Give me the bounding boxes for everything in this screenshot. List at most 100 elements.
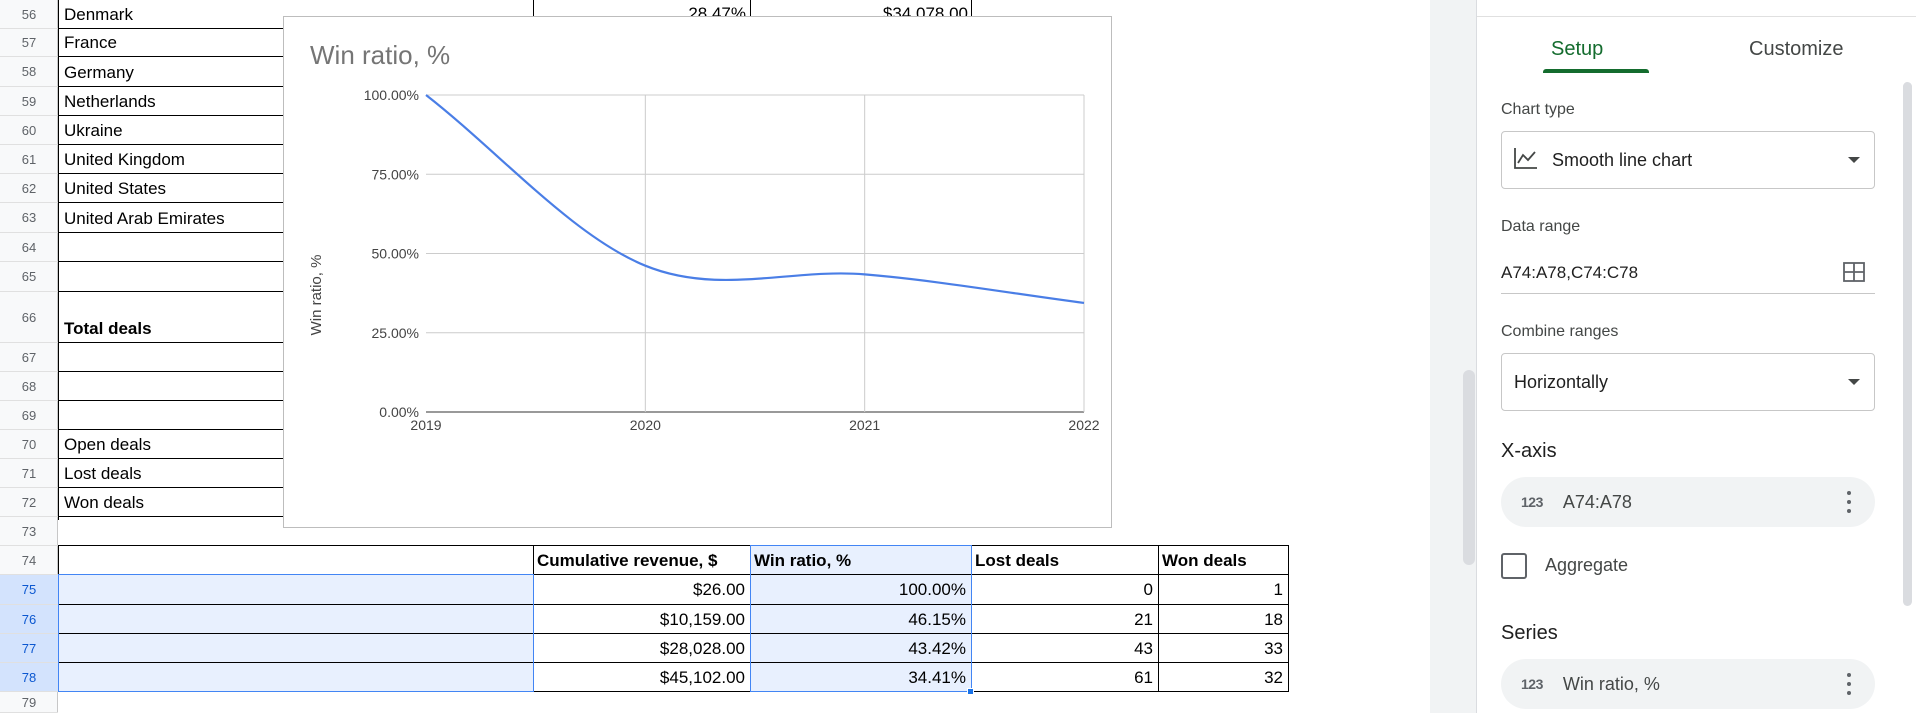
- cell-border: [58, 232, 288, 233]
- column-header-cell[interactable]: Lost deals: [975, 551, 1060, 570]
- x-axis-range: A74:A78: [1562, 491, 1632, 512]
- cell-label[interactable]: United States: [64, 179, 167, 198]
- table-cell[interactable]: $28,028.00: [659, 639, 745, 658]
- row-number[interactable]: 64: [0, 233, 58, 262]
- table-cell[interactable]: 46.15%: [908, 610, 966, 629]
- more-options-icon[interactable]: [1847, 491, 1851, 513]
- line-chart-icon: [1514, 147, 1538, 174]
- row-number[interactable]: 68: [0, 372, 58, 401]
- cell-border: [58, 173, 288, 174]
- row-number[interactable]: 70: [0, 430, 58, 459]
- panel-scrollbar[interactable]: [1903, 82, 1912, 606]
- more-options-icon[interactable]: [1847, 673, 1851, 695]
- cell-label[interactable]: Open deals: [64, 435, 151, 454]
- combine-ranges-dropdown[interactable]: Horizontally: [1501, 353, 1875, 411]
- row-number[interactable]: 59: [0, 87, 58, 116]
- sheet-scrollbar[interactable]: [1463, 370, 1475, 565]
- tab-setup[interactable]: Setup: [1551, 38, 1604, 60]
- row-number[interactable]: 72: [0, 488, 58, 517]
- tab-customize[interactable]: Customize: [1749, 38, 1844, 60]
- row-number[interactable]: 74: [0, 546, 58, 575]
- cell-label[interactable]: Won deals: [64, 493, 145, 512]
- number-type-icon: 123: [1521, 676, 1543, 692]
- chart-type-dropdown[interactable]: Smooth line chart: [1501, 131, 1875, 189]
- row-number[interactable]: 58: [0, 57, 58, 87]
- row-number[interactable]: 73: [0, 517, 58, 546]
- data-range-label: Data range: [1501, 218, 1581, 235]
- table-cell[interactable]: 33: [1264, 639, 1283, 658]
- cell-border: [58, 115, 288, 116]
- row-number[interactable]: 76: [0, 605, 58, 634]
- x-axis-chip[interactable]: 123 A74:A78: [1501, 477, 1875, 527]
- table-cell[interactable]: 100.00%: [898, 580, 966, 599]
- table-cell[interactable]: 0: [1143, 580, 1153, 599]
- cell-border: [58, 604, 1288, 605]
- row-number[interactable]: 75: [0, 575, 58, 605]
- row-number[interactable]: 77: [0, 634, 58, 663]
- selection-outline: [750, 545, 972, 692]
- table-cell[interactable]: 34.41%: [908, 668, 966, 687]
- row-number[interactable]: 63: [0, 203, 58, 233]
- panel-divider: [1477, 16, 1916, 17]
- row-number[interactable]: 60: [0, 116, 58, 145]
- row-number[interactable]: 67: [0, 343, 58, 372]
- aggregate-checkbox[interactable]: [1501, 553, 1527, 579]
- cell-border: [58, 28, 288, 29]
- chart-type-value: Smooth line chart: [1552, 149, 1693, 170]
- cell-border: [58, 400, 288, 401]
- data-range-field[interactable]: A74:A78,C74:C78: [1501, 252, 1875, 294]
- row-number[interactable]: 61: [0, 145, 58, 174]
- cell-border: [58, 516, 288, 517]
- column-header-cell[interactable]: Win ratio, %: [754, 551, 852, 570]
- column-header-cell[interactable]: Cumulative revenue, $: [537, 551, 718, 570]
- cell-label[interactable]: Ukraine: [64, 121, 123, 140]
- select-range-icon[interactable]: [1843, 262, 1865, 287]
- table-cell[interactable]: 1: [1273, 580, 1283, 599]
- chevron-down-icon: [1848, 157, 1860, 163]
- table-cell[interactable]: $45,102.00: [659, 668, 745, 687]
- table-cell[interactable]: 61: [1134, 668, 1153, 687]
- embedded-chart[interactable]: Win ratio, % Win ratio, % 0.00% 25.00% 50.…: [283, 16, 1112, 528]
- table-cell[interactable]: 21: [1134, 610, 1153, 629]
- spreadsheet-grid[interactable]: 56 57 58 59 60 61 62 63 64 65 66 67 68 69 70 71 72 73 74 75…: [0, 0, 1430, 713]
- row-number[interactable]: 71: [0, 459, 58, 488]
- series-chip[interactable]: 123 Win ratio, %: [1501, 659, 1875, 709]
- cell-label[interactable]: United Arab Emirates: [64, 209, 225, 228]
- table-cell[interactable]: $10,159.00: [659, 610, 745, 629]
- row-number[interactable]: 78: [0, 663, 58, 692]
- cell-border: [971, 0, 972, 17]
- cell-area[interactable]: Denmark France Germany Netherlands Ukraine Un…: [58, 0, 1430, 713]
- chart-editor-panel: Setup Customize Chart type Smooth line c…: [1476, 0, 1916, 713]
- chart-title: Win ratio, %: [310, 40, 450, 70]
- table-cell[interactable]: $26.00: [693, 580, 745, 599]
- cell-border: [58, 56, 288, 57]
- fill-handle[interactable]: [967, 688, 974, 695]
- cell-border: [58, 574, 1288, 575]
- cell-border: [58, 633, 1288, 634]
- selection-highlight: [750, 546, 971, 692]
- x-axis-heading: X-axis: [1501, 440, 1557, 462]
- cell-label[interactable]: Denmark: [64, 5, 133, 24]
- table-cell[interactable]: 32: [1264, 668, 1283, 687]
- cell-label[interactable]: Total deals: [64, 319, 152, 338]
- table-cell[interactable]: 43.42%: [908, 639, 966, 658]
- cell-label[interactable]: Germany: [64, 63, 134, 82]
- cell-border: [58, 487, 288, 488]
- row-number[interactable]: 57: [0, 29, 58, 57]
- cell-label[interactable]: United Kingdom: [64, 150, 185, 169]
- cell-border: [58, 202, 288, 203]
- row-number[interactable]: 62: [0, 174, 58, 203]
- column-header-cell[interactable]: Won deals: [1162, 551, 1247, 570]
- cell-label[interactable]: Lost deals: [64, 464, 142, 483]
- cell-label[interactable]: Netherlands: [64, 92, 156, 111]
- table-cell[interactable]: 18: [1264, 610, 1283, 629]
- y-tick-label: 50.00%: [372, 246, 419, 262]
- row-number[interactable]: 66: [0, 292, 58, 343]
- cell-label[interactable]: France: [64, 33, 117, 52]
- table-cell[interactable]: 43: [1134, 639, 1153, 658]
- row-number[interactable]: 56: [0, 0, 58, 29]
- row-number[interactable]: 69: [0, 401, 58, 430]
- row-number[interactable]: 65: [0, 262, 58, 292]
- series-line: [425, 94, 1085, 305]
- row-number[interactable]: 79: [0, 692, 58, 713]
